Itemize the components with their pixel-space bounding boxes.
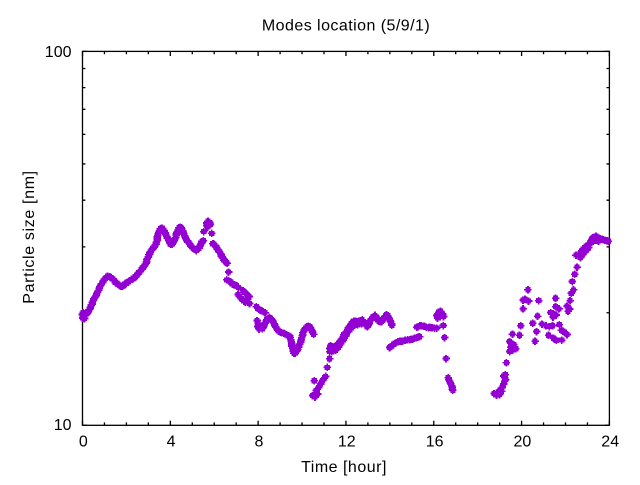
svg-text:24: 24 <box>601 434 619 451</box>
svg-text:Time [hour]: Time [hour] <box>301 459 387 476</box>
svg-text:0: 0 <box>79 434 88 451</box>
svg-text:8: 8 <box>254 434 263 451</box>
svg-text:10: 10 <box>54 417 72 434</box>
svg-text:12: 12 <box>338 434 356 451</box>
svg-text:4: 4 <box>167 434 176 451</box>
svg-text:16: 16 <box>426 434 444 451</box>
svg-text:Particle size [nm]: Particle size [nm] <box>21 170 38 304</box>
svg-text:20: 20 <box>514 434 532 451</box>
svg-text:100: 100 <box>45 44 72 61</box>
svg-text:Modes location (5/9/1): Modes location (5/9/1) <box>262 18 430 35</box>
